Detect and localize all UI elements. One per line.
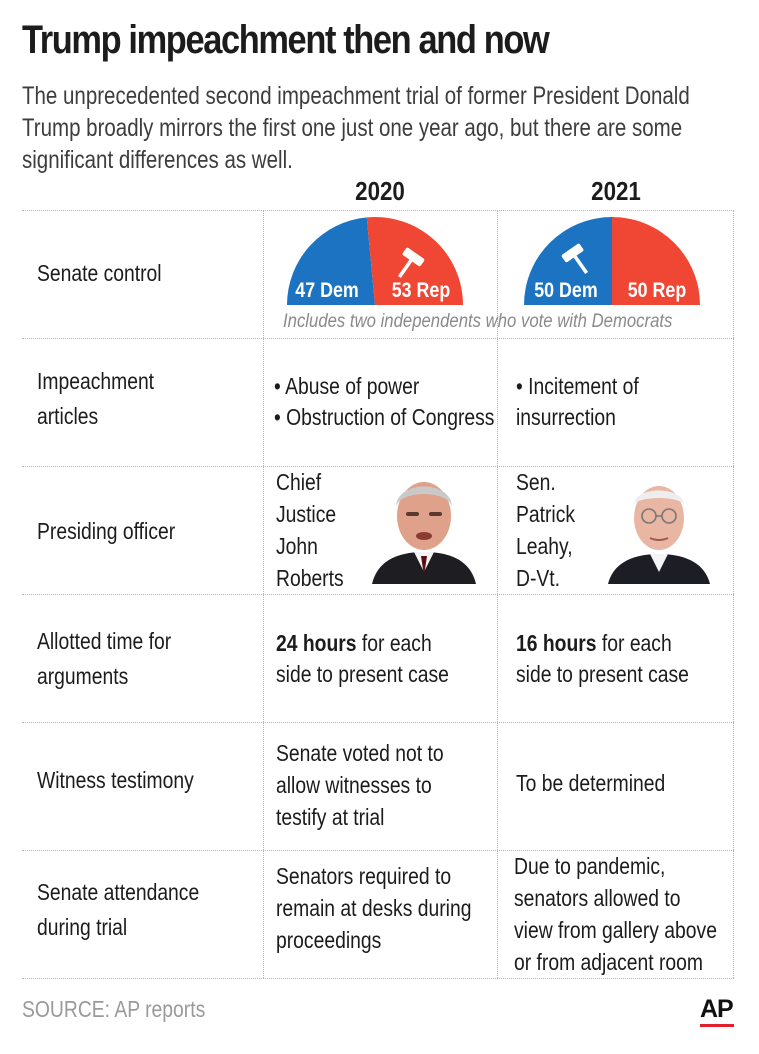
page-subtitle: The unprecedented second impeachment tri… xyxy=(22,82,690,174)
articles-2020-item-1: • Abuse of power xyxy=(274,373,420,399)
time-2021-line-2: side to present case xyxy=(516,661,689,687)
column-divider xyxy=(733,210,734,978)
row-label-witness: Witness testimony xyxy=(37,767,194,793)
attendance-2021-line: or from adjacent room xyxy=(514,949,703,975)
row-divider xyxy=(22,978,734,979)
attendance-2020-line: remain at desks during xyxy=(276,895,472,921)
attendance-2020-line: Senators required to xyxy=(276,863,452,889)
time-2021-line-1: 16 hours for each xyxy=(516,628,672,659)
row-divider xyxy=(22,722,734,723)
attendance-2021-line: Due to pandemic, xyxy=(514,853,666,879)
time-2020-rest: for each xyxy=(356,630,432,656)
gavel-icon xyxy=(397,247,425,279)
row-label-articles-1: Impeachment xyxy=(37,368,155,394)
presiding-2021-line: Patrick xyxy=(516,501,576,527)
row-label-time-1: Allotted time for xyxy=(37,628,172,654)
row-label-senate-control: Senate control xyxy=(37,260,162,286)
rep-seats-2021 xyxy=(612,217,700,305)
dem-seats-2020 xyxy=(287,217,375,305)
attendance-2020-line: proceedings xyxy=(276,927,382,953)
witness-2020-line: testify at trial xyxy=(276,804,385,830)
presiding-2020-line: Justice xyxy=(276,501,337,527)
ap-logo-underline xyxy=(700,1024,734,1027)
articles-2021-item-1: • Incitement of xyxy=(516,373,639,399)
presiding-2020-line: Roberts xyxy=(276,565,344,591)
source-credit: SOURCE: AP reports xyxy=(22,996,206,1022)
row-label-attendance-1: Senate attendance xyxy=(37,879,200,905)
year-2021-heading: 2021 xyxy=(591,176,641,206)
presiding-2021-line: Leahy, xyxy=(516,533,573,559)
articles-2020-item-2: • Obstruction of Congress xyxy=(274,404,495,430)
time-2021-rest: for each xyxy=(596,630,672,656)
row-divider xyxy=(22,466,734,467)
presiding-2020-line: Chief xyxy=(276,469,322,495)
presiding-2020-line: John xyxy=(276,533,318,559)
independents-note: Includes two independents who vote with … xyxy=(283,311,673,332)
rep-count-2021: 50 Rep xyxy=(628,279,687,303)
attendance-2021-line: senators allowed to xyxy=(514,885,681,911)
row-label-presiding-officer: Presiding officer xyxy=(37,518,176,544)
row-divider xyxy=(22,594,734,595)
articles-2021-item-2: insurrection xyxy=(516,404,616,430)
row-label-articles-2: articles xyxy=(37,403,99,429)
presiding-2021-line: Sen. xyxy=(516,469,556,495)
row-divider xyxy=(22,850,734,851)
dem-count-2021: 50 Dem xyxy=(534,279,597,303)
time-2020-hours: 24 hours xyxy=(276,630,357,656)
time-2020-line-2: side to present case xyxy=(276,661,449,687)
row-divider xyxy=(22,210,734,211)
column-divider xyxy=(497,210,498,978)
senate-chart-2020: 47 Dem 53 Rep xyxy=(287,216,463,305)
rep-count-2020: 53 Rep xyxy=(392,279,451,303)
witness-2020-line: Senate voted not to xyxy=(276,740,444,766)
dem-count-2020: 47 Dem xyxy=(295,279,358,303)
presiding-2021-line: D-Vt. xyxy=(516,565,561,591)
witness-2020-line: allow witnesses to xyxy=(276,772,432,798)
portrait-roberts xyxy=(372,482,476,584)
time-2020-line-1: 24 hours for each xyxy=(276,628,432,659)
senate-chart-2021: 50 Dem 50 Rep xyxy=(524,217,700,305)
attendance-2021-line: view from gallery above xyxy=(514,917,717,943)
gavel-icon xyxy=(561,243,589,275)
ap-logo: AP xyxy=(700,995,734,1023)
row-divider xyxy=(22,338,734,339)
row-label-attendance-2: during trial xyxy=(37,914,128,940)
column-divider xyxy=(263,210,264,978)
time-2021-hours: 16 hours xyxy=(516,630,597,656)
page-title: Trump impeachment then and now xyxy=(22,18,550,62)
row-label-time-2: arguments xyxy=(37,663,129,689)
year-2020-heading: 2020 xyxy=(355,176,405,206)
portrait-leahy xyxy=(608,486,710,584)
witness-2021-text: To be determined xyxy=(516,770,666,796)
